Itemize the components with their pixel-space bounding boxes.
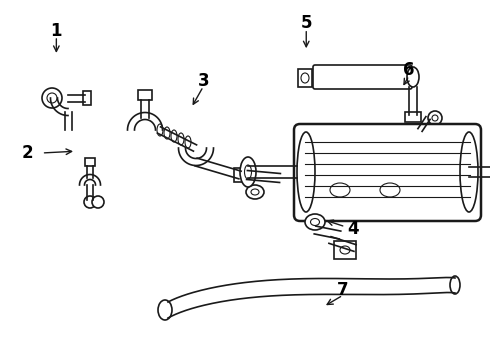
Ellipse shape	[358, 67, 363, 85]
Ellipse shape	[185, 136, 191, 148]
Text: 2: 2	[21, 144, 33, 162]
Ellipse shape	[450, 276, 460, 294]
Ellipse shape	[337, 67, 342, 85]
Ellipse shape	[407, 67, 419, 87]
Polygon shape	[138, 90, 152, 100]
Ellipse shape	[330, 183, 350, 197]
Ellipse shape	[171, 130, 177, 142]
Ellipse shape	[392, 67, 397, 85]
Ellipse shape	[157, 124, 163, 136]
Ellipse shape	[240, 157, 256, 187]
Ellipse shape	[305, 214, 325, 230]
Ellipse shape	[245, 165, 251, 179]
Polygon shape	[405, 112, 421, 122]
Ellipse shape	[399, 67, 405, 85]
Ellipse shape	[178, 133, 184, 145]
Ellipse shape	[380, 183, 400, 197]
Ellipse shape	[246, 185, 264, 199]
Ellipse shape	[297, 132, 315, 212]
Text: 7: 7	[337, 281, 349, 299]
Ellipse shape	[343, 67, 348, 85]
Ellipse shape	[329, 67, 335, 85]
Text: 4: 4	[347, 220, 359, 238]
Circle shape	[432, 115, 438, 121]
Ellipse shape	[251, 189, 259, 195]
Circle shape	[92, 196, 104, 208]
Circle shape	[47, 93, 57, 103]
Polygon shape	[83, 91, 91, 105]
Text: 5: 5	[300, 14, 312, 32]
Ellipse shape	[301, 73, 309, 83]
Ellipse shape	[378, 67, 384, 85]
Ellipse shape	[322, 67, 327, 85]
Ellipse shape	[158, 300, 172, 320]
Ellipse shape	[407, 67, 412, 85]
FancyBboxPatch shape	[294, 124, 481, 221]
Circle shape	[428, 111, 442, 125]
Ellipse shape	[311, 219, 319, 225]
Polygon shape	[298, 69, 312, 87]
Text: 3: 3	[197, 72, 209, 90]
Ellipse shape	[316, 67, 320, 85]
Ellipse shape	[365, 67, 369, 85]
Text: 6: 6	[403, 61, 415, 79]
Polygon shape	[85, 158, 95, 166]
Ellipse shape	[460, 132, 478, 212]
Text: 1: 1	[50, 22, 62, 40]
Polygon shape	[234, 168, 246, 182]
Circle shape	[84, 196, 96, 208]
FancyBboxPatch shape	[313, 65, 412, 89]
Ellipse shape	[350, 67, 356, 85]
Circle shape	[42, 88, 62, 108]
Ellipse shape	[340, 246, 350, 254]
Ellipse shape	[371, 67, 376, 85]
Ellipse shape	[164, 127, 170, 139]
Ellipse shape	[386, 67, 391, 85]
Polygon shape	[334, 241, 356, 259]
